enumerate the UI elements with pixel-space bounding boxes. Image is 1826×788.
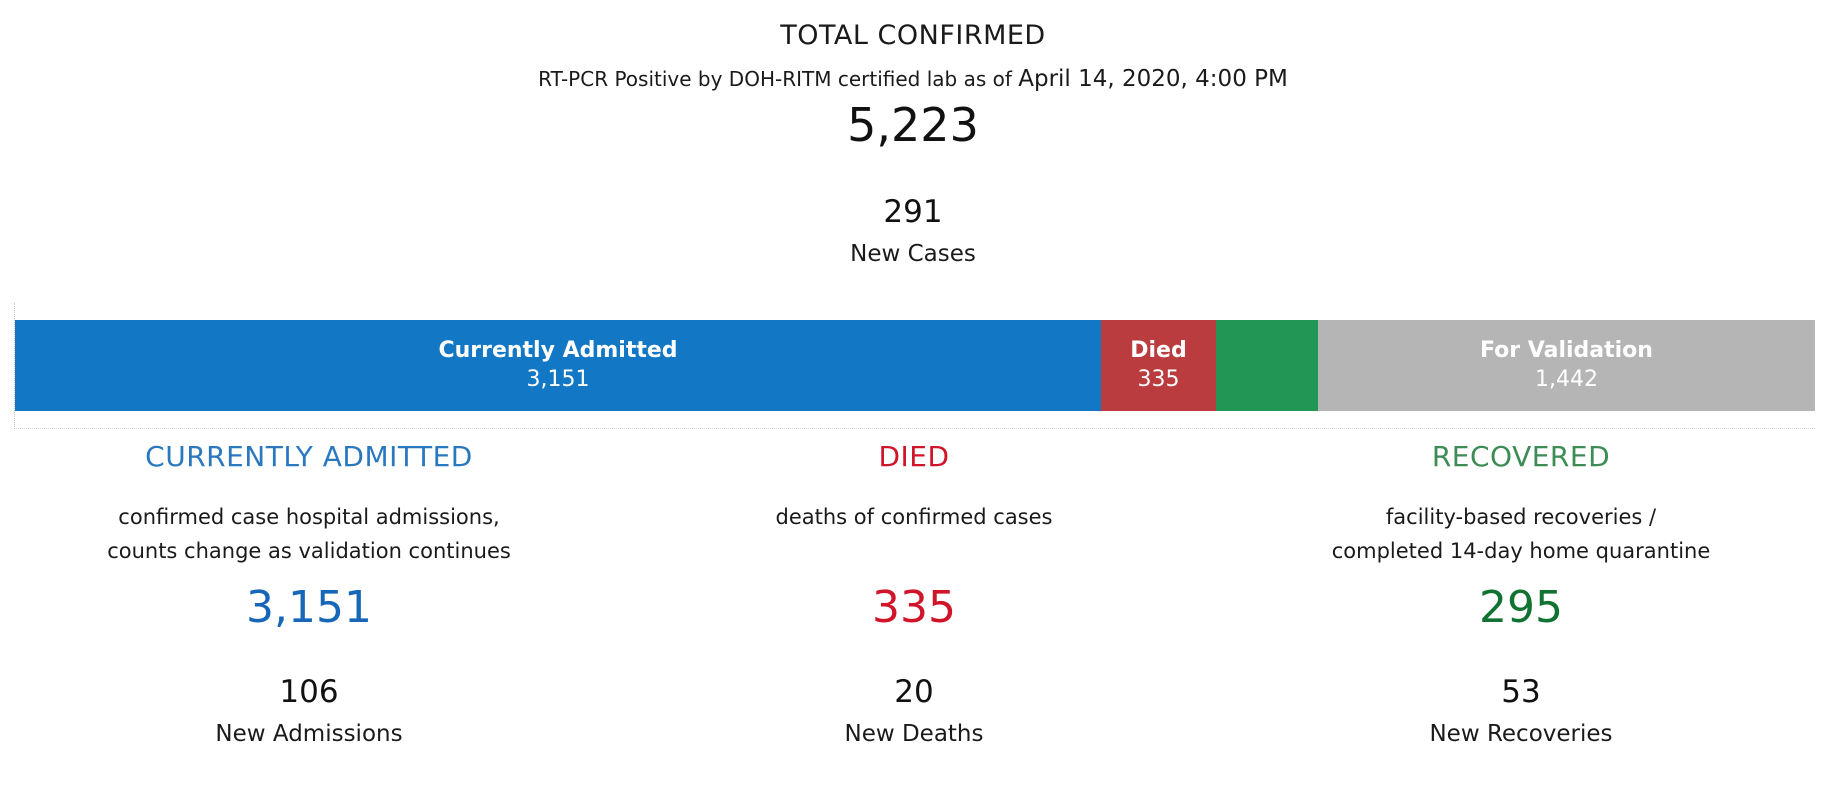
new-admissions-value: 106 xyxy=(279,674,339,710)
panel-title: DIED xyxy=(878,440,950,473)
bar-segment-currently-admitted[interactable]: Currently Admitted 3,151 xyxy=(15,320,1101,411)
subtitle-source: RT-PCR Positive by DOH-RITM certified la… xyxy=(538,67,1012,91)
panel-value: 3,151 xyxy=(246,582,372,633)
new-deaths-label: New Deaths xyxy=(844,721,984,747)
panel-description: deaths of confirmed cases xyxy=(614,500,1214,534)
bar-segment-label: For Validation xyxy=(1480,337,1653,363)
bar-segment-value: 3,151 xyxy=(526,366,590,392)
panel-description: facility-based recoveries / completed 14… xyxy=(1221,500,1821,568)
panel-title: CURRENTLY ADMITTED xyxy=(145,440,473,473)
bar-segment-label: Died xyxy=(1130,337,1187,363)
bar-segment-value: 1,442 xyxy=(1535,366,1598,392)
new-recoveries-value: 53 xyxy=(1501,674,1541,710)
new-cases-label: New Cases xyxy=(850,241,976,267)
bar-segment-for-validation[interactable]: For Validation 1,442 xyxy=(1318,320,1815,411)
bar-segment-label: Currently Admitted xyxy=(438,337,678,363)
new-admissions-label: New Admissions xyxy=(215,721,403,747)
bar-segment-recovered[interactable] xyxy=(1216,320,1318,411)
case-breakdown-bar: Currently Admitted 3,151 Died 335 For Va… xyxy=(15,320,1815,411)
subtitle-as-of-date: April 14, 2020, 4:00 PM xyxy=(1018,66,1288,92)
total-confirmed-subtitle: RT-PCR Positive by DOH-RITM certified la… xyxy=(0,66,1826,92)
new-cases-value: 291 xyxy=(883,194,943,230)
total-confirmed-title: TOTAL CONFIRMED xyxy=(780,20,1046,51)
new-deaths-value: 20 xyxy=(894,674,934,710)
panel-value: 295 xyxy=(1479,582,1563,633)
bar-segment-died[interactable]: Died 335 xyxy=(1101,320,1216,411)
panel-description-line: facility-based recoveries / xyxy=(1385,505,1657,529)
panel-description-line: deaths of confirmed cases xyxy=(775,505,1053,529)
panel-description: confirmed case hospital admissions, coun… xyxy=(9,500,609,568)
panel-description-line: completed 14-day home quarantine xyxy=(1331,539,1711,563)
panel-description-line: confirmed case hospital admissions, xyxy=(118,505,500,529)
bar-segment-value: 335 xyxy=(1137,366,1180,392)
panel-title: RECOVERED xyxy=(1431,440,1611,473)
total-confirmed-value: 5,223 xyxy=(847,98,979,152)
case-breakdown-bar-area: Currently Admitted 3,151 Died 335 For Va… xyxy=(14,303,1815,429)
panel-value: 335 xyxy=(872,582,956,633)
panel-description-line: counts change as validation continues xyxy=(107,539,511,563)
new-recoveries-label: New Recoveries xyxy=(1429,721,1613,747)
